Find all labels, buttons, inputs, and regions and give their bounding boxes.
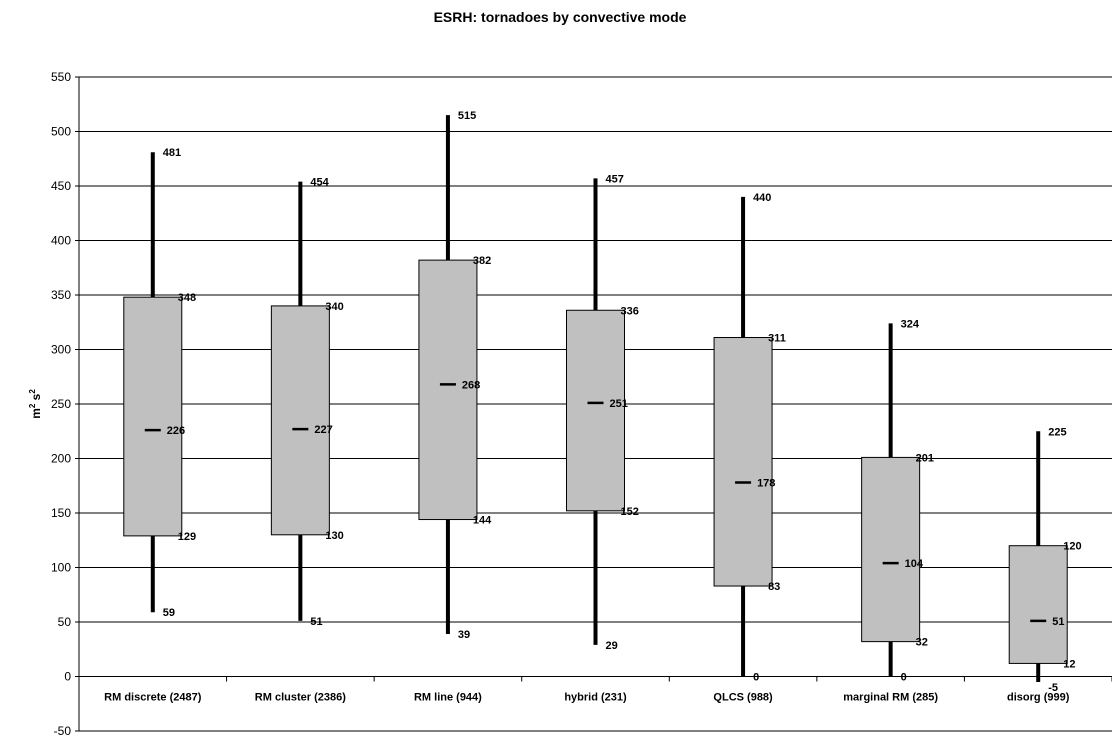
y-tick-label: 350 xyxy=(51,288,71,302)
y-tick-label: 400 xyxy=(51,234,71,248)
min-label: 39 xyxy=(458,629,470,641)
box xyxy=(861,456,921,643)
q3-label: 201 xyxy=(916,452,934,464)
box xyxy=(418,259,478,521)
min-label: 0 xyxy=(901,672,907,684)
min-label: 0 xyxy=(753,672,759,684)
q1-label: 32 xyxy=(916,637,928,649)
x-category-label: RM cluster (2386) xyxy=(255,692,346,704)
median-label: 251 xyxy=(610,398,628,410)
y-tick-label: 100 xyxy=(51,561,71,575)
y-tick-label: 50 xyxy=(58,615,72,629)
y-tick-label: 200 xyxy=(51,452,71,466)
y-tick-label: 250 xyxy=(51,397,71,411)
max-label: 515 xyxy=(458,110,476,122)
q1-label: 83 xyxy=(768,581,780,593)
x-category-label: RM line (944) xyxy=(414,692,482,704)
y-tick-label: 500 xyxy=(51,125,71,139)
y-tick-label: -50 xyxy=(54,724,72,738)
min-label: 29 xyxy=(606,640,618,652)
q3-label: 340 xyxy=(325,301,343,313)
max-label: 454 xyxy=(310,177,329,189)
q1-label: 129 xyxy=(178,531,196,543)
x-category-label: QLCS (988) xyxy=(713,692,773,704)
median-label: 178 xyxy=(757,477,775,489)
q3-label: 382 xyxy=(473,255,491,267)
x-category-label: hybrid (231) xyxy=(564,692,627,704)
q3-label: 311 xyxy=(768,333,786,345)
plot-area: -500501001502002503003504004505005504813… xyxy=(51,70,1112,738)
max-label: 324 xyxy=(901,318,920,330)
median-label: 104 xyxy=(905,558,924,570)
y-axis-label: m2 s2 xyxy=(28,389,43,419)
box xyxy=(713,337,773,587)
q1-label: 144 xyxy=(473,515,492,527)
min-label: -5 xyxy=(1048,682,1058,694)
q3-label: 336 xyxy=(621,305,639,317)
max-label: 481 xyxy=(163,147,181,159)
box xyxy=(1008,545,1068,664)
max-label: 457 xyxy=(606,173,624,185)
y-tick-label: 150 xyxy=(51,506,71,520)
chart-title: ESRH: tornadoes by convective mode xyxy=(434,9,687,25)
q3-label: 120 xyxy=(1063,541,1081,553)
box xyxy=(566,309,625,512)
box xyxy=(123,296,183,537)
median-label: 51 xyxy=(1052,616,1064,628)
median-label: 226 xyxy=(167,425,185,437)
q1-label: 12 xyxy=(1063,658,1075,670)
x-category-label: disorg (999) xyxy=(1007,692,1070,704)
q3-label: 348 xyxy=(178,292,196,304)
x-category-label: marginal RM (285) xyxy=(843,692,938,704)
y-tick-label: 450 xyxy=(51,179,71,193)
min-label: 51 xyxy=(310,616,322,628)
y-tick-label: 0 xyxy=(64,670,71,684)
q1-label: 130 xyxy=(325,530,343,542)
box xyxy=(270,305,330,536)
max-label: 440 xyxy=(753,192,771,204)
median-label: 227 xyxy=(314,424,332,436)
max-label: 225 xyxy=(1048,426,1066,438)
y-tick-label: 300 xyxy=(51,343,71,357)
min-label: 59 xyxy=(163,607,175,619)
x-category-label: RM discrete (2487) xyxy=(104,692,202,704)
q1-label: 152 xyxy=(621,506,639,518)
y-tick-label: 550 xyxy=(51,70,71,84)
median-label: 268 xyxy=(462,379,480,391)
